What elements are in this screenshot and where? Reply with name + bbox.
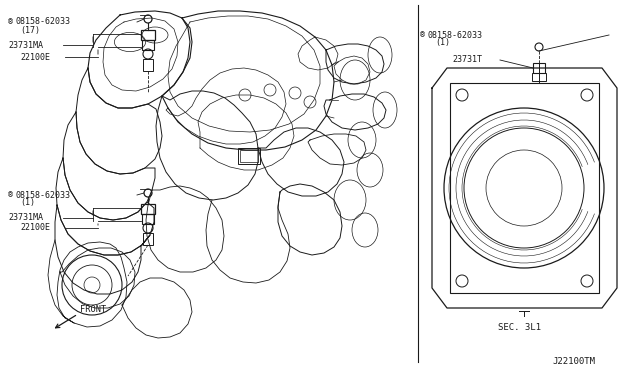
Bar bbox=[238, 148, 260, 164]
Bar bbox=[143, 59, 153, 71]
Text: 23731T: 23731T bbox=[452, 55, 482, 64]
Bar bbox=[532, 73, 546, 81]
Text: 08158-62033: 08158-62033 bbox=[427, 31, 482, 39]
Bar bbox=[240, 150, 258, 162]
Text: FRONT: FRONT bbox=[80, 305, 106, 314]
Bar bbox=[143, 233, 153, 245]
Bar bbox=[450, 83, 599, 293]
Bar bbox=[141, 30, 155, 40]
Text: ®: ® bbox=[420, 31, 425, 39]
Text: (1): (1) bbox=[435, 38, 450, 48]
Text: ®: ® bbox=[8, 17, 13, 26]
Text: SEC. 3L1: SEC. 3L1 bbox=[497, 324, 541, 333]
Text: 22100E: 22100E bbox=[20, 224, 50, 232]
Bar bbox=[533, 63, 545, 73]
Text: J22100TM: J22100TM bbox=[552, 357, 595, 366]
Bar bbox=[142, 214, 154, 224]
Text: ®: ® bbox=[8, 190, 13, 199]
Bar bbox=[141, 204, 155, 214]
Text: 22100E: 22100E bbox=[20, 52, 50, 61]
Text: 08158-62033: 08158-62033 bbox=[15, 190, 70, 199]
Text: 23731MA: 23731MA bbox=[8, 41, 43, 49]
Text: (17): (17) bbox=[20, 26, 40, 35]
Text: 23731MA: 23731MA bbox=[8, 214, 43, 222]
Bar bbox=[142, 40, 154, 50]
Text: (1): (1) bbox=[20, 199, 35, 208]
Text: 08158-62033: 08158-62033 bbox=[15, 17, 70, 26]
